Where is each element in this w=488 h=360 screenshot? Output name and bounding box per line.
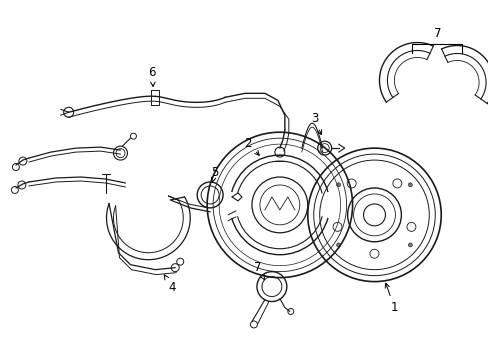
Circle shape — [336, 243, 340, 247]
Text: 6: 6 — [148, 66, 156, 86]
Text: 7: 7 — [433, 27, 440, 40]
Circle shape — [407, 243, 411, 247]
Text: 5: 5 — [211, 166, 218, 182]
Circle shape — [336, 183, 340, 187]
Text: 4: 4 — [164, 275, 176, 294]
Text: 1: 1 — [385, 283, 397, 314]
Text: 2: 2 — [244, 137, 259, 155]
Text: 7: 7 — [254, 261, 264, 280]
Text: 3: 3 — [310, 112, 321, 135]
Circle shape — [407, 183, 411, 187]
